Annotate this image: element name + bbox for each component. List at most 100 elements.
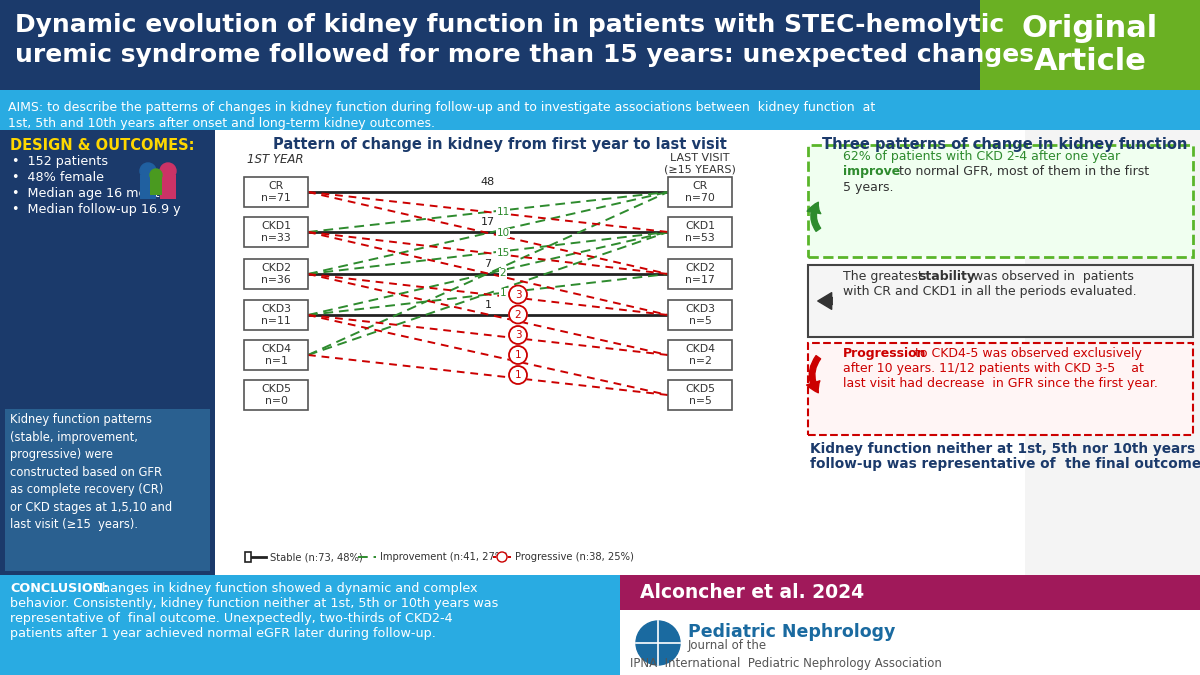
Bar bbox=[0, 90, 1200, 130]
Text: CONCLUSION:: CONCLUSION: bbox=[10, 582, 108, 595]
Circle shape bbox=[509, 306, 527, 323]
Circle shape bbox=[636, 621, 680, 665]
Bar bbox=[668, 300, 732, 330]
Bar bbox=[668, 177, 732, 207]
Text: 1ST YEAR: 1ST YEAR bbox=[247, 153, 304, 166]
Text: 3: 3 bbox=[515, 330, 521, 340]
Text: IPNA  International  Pediatric Nephrology Association: IPNA International Pediatric Nephrology … bbox=[630, 657, 942, 670]
Text: last visit had decrease  in GFR since the first year.: last visit had decrease in GFR since the… bbox=[842, 377, 1158, 390]
Text: patients after 1 year achieved normal eGFR later during follow-up.: patients after 1 year achieved normal eG… bbox=[10, 627, 436, 640]
Text: Original
Article: Original Article bbox=[1022, 14, 1158, 76]
Circle shape bbox=[140, 163, 156, 179]
Text: CKD1
n=33: CKD1 n=33 bbox=[262, 221, 292, 243]
Text: after 10 years. 11/12 patients with CKD 3-5    at: after 10 years. 11/12 patients with CKD … bbox=[842, 362, 1144, 375]
Text: Three patterns of change in kidney function: Three patterns of change in kidney funct… bbox=[822, 137, 1188, 152]
Text: Pediatric Nephrology: Pediatric Nephrology bbox=[688, 623, 895, 641]
Bar bbox=[244, 300, 308, 330]
Text: 2: 2 bbox=[515, 310, 521, 319]
Text: 1: 1 bbox=[499, 288, 506, 298]
Circle shape bbox=[509, 346, 527, 364]
Text: Alconcher et al. 2024: Alconcher et al. 2024 bbox=[640, 583, 864, 603]
Text: CR
n=71: CR n=71 bbox=[262, 181, 290, 202]
Bar bbox=[5, 409, 210, 571]
Text: Dynamic evolution of kidney function in patients with STEC-hemolytic: Dynamic evolution of kidney function in … bbox=[14, 13, 1004, 37]
Text: 62% of patients with CKD 2-4 after one year: 62% of patients with CKD 2-4 after one y… bbox=[842, 150, 1120, 163]
Text: •  Median age 16 months: • Median age 16 months bbox=[12, 187, 174, 200]
Text: AIMS: to describe the patterns of changes in kidney function during follow-up an: AIMS: to describe the patterns of change… bbox=[8, 101, 875, 113]
Bar bbox=[808, 343, 1193, 435]
Bar bbox=[244, 340, 308, 370]
Text: stability: stability bbox=[918, 270, 974, 283]
Text: •  152 patients: • 152 patients bbox=[12, 155, 108, 168]
Text: CKD3
n=11: CKD3 n=11 bbox=[262, 304, 292, 326]
Text: Kidney function neither at 1st, 5th nor 10th years of: Kidney function neither at 1st, 5th nor … bbox=[810, 442, 1200, 456]
Bar bbox=[244, 259, 308, 289]
Text: to CKD4-5 was observed exclusively: to CKD4-5 was observed exclusively bbox=[911, 347, 1142, 360]
Text: improve: improve bbox=[842, 165, 900, 178]
Text: Changes in kidney function showed a dynamic and complex: Changes in kidney function showed a dyna… bbox=[89, 582, 478, 595]
Text: CR
n=70: CR n=70 bbox=[685, 181, 715, 202]
Text: 1st, 5th and 10th years after onset and long-term kidney outcomes.: 1st, 5th and 10th years after onset and … bbox=[8, 117, 436, 130]
Bar bbox=[668, 217, 732, 247]
Bar bbox=[215, 130, 1025, 575]
FancyArrowPatch shape bbox=[808, 202, 821, 232]
Text: (≥15 YEARS): (≥15 YEARS) bbox=[664, 164, 736, 174]
Bar bbox=[620, 575, 1200, 610]
Text: follow-up was representative of  the final outcome.: follow-up was representative of the fina… bbox=[810, 457, 1200, 471]
Bar bbox=[244, 177, 308, 207]
Text: behavior. Consistently, kidney function neither at 1st, 5th or 10th years was: behavior. Consistently, kidney function … bbox=[10, 597, 498, 610]
Text: Kidney function patterns
(stable, improvement,
progressive) were
constructed bas: Kidney function patterns (stable, improv… bbox=[10, 413, 172, 531]
Bar bbox=[0, 130, 1200, 575]
Text: 1: 1 bbox=[485, 300, 492, 310]
Text: 1: 1 bbox=[515, 370, 521, 380]
Circle shape bbox=[160, 163, 176, 179]
Bar bbox=[808, 265, 1193, 337]
Text: representative of  final outcome. Unexpectedly, two-thirds of CKD2-4: representative of final outcome. Unexpec… bbox=[10, 612, 452, 625]
Bar bbox=[245, 552, 251, 562]
Circle shape bbox=[509, 366, 527, 384]
Circle shape bbox=[497, 552, 508, 562]
Text: 7: 7 bbox=[485, 259, 492, 269]
Text: Progression: Progression bbox=[842, 347, 926, 360]
Text: The greatest: The greatest bbox=[842, 270, 926, 283]
Bar bbox=[668, 340, 732, 370]
Text: 6: 6 bbox=[499, 269, 506, 279]
Text: CKD3
n=5: CKD3 n=5 bbox=[685, 304, 715, 326]
Text: •  48% female: • 48% female bbox=[12, 171, 104, 184]
Text: CKD2
n=17: CKD2 n=17 bbox=[685, 263, 715, 285]
Text: 5 years.: 5 years. bbox=[842, 181, 894, 194]
Text: 17: 17 bbox=[481, 217, 496, 227]
Text: 10: 10 bbox=[497, 228, 510, 238]
Text: uremic syndrome followed for more than 15 years: unexpected changes: uremic syndrome followed for more than 1… bbox=[14, 43, 1034, 67]
Text: 2: 2 bbox=[499, 269, 506, 279]
Text: CKD4
n=2: CKD4 n=2 bbox=[685, 344, 715, 366]
Bar bbox=[0, 0, 1200, 90]
Bar bbox=[160, 175, 176, 199]
Text: Progressive (n:38, 25%): Progressive (n:38, 25%) bbox=[515, 552, 634, 562]
Text: CKD5
n=5: CKD5 n=5 bbox=[685, 384, 715, 406]
Text: Improvement (n:41, 27%): Improvement (n:41, 27%) bbox=[380, 552, 508, 562]
Text: •  Median follow-up 16.9 y: • Median follow-up 16.9 y bbox=[12, 203, 181, 216]
Text: CKD2
n=36: CKD2 n=36 bbox=[262, 263, 292, 285]
Bar bbox=[244, 380, 308, 410]
Text: 15: 15 bbox=[497, 248, 510, 258]
Text: DESIGN & OUTCOMES:: DESIGN & OUTCOMES: bbox=[10, 138, 194, 153]
Bar bbox=[244, 217, 308, 247]
Text: 4: 4 bbox=[499, 290, 506, 300]
Circle shape bbox=[509, 286, 527, 304]
Text: Journal of the: Journal of the bbox=[688, 639, 767, 652]
Bar bbox=[980, 0, 1200, 90]
Bar bbox=[150, 177, 162, 195]
Text: 3: 3 bbox=[515, 290, 521, 300]
Text: CKD5
n=0: CKD5 n=0 bbox=[262, 384, 292, 406]
FancyArrowPatch shape bbox=[817, 293, 833, 309]
Bar bbox=[808, 145, 1193, 257]
Text: to normal GFR, most of them in the first: to normal GFR, most of them in the first bbox=[895, 165, 1150, 178]
Text: Stable (n:73, 48%): Stable (n:73, 48%) bbox=[270, 552, 362, 562]
Text: 48: 48 bbox=[481, 177, 496, 187]
Bar bbox=[668, 259, 732, 289]
Text: with CR and CKD1 in all the periods evaluated.: with CR and CKD1 in all the periods eval… bbox=[842, 285, 1136, 298]
Text: CKD1
n=53: CKD1 n=53 bbox=[685, 221, 715, 243]
Bar bbox=[0, 130, 215, 575]
FancyArrowPatch shape bbox=[806, 356, 821, 393]
